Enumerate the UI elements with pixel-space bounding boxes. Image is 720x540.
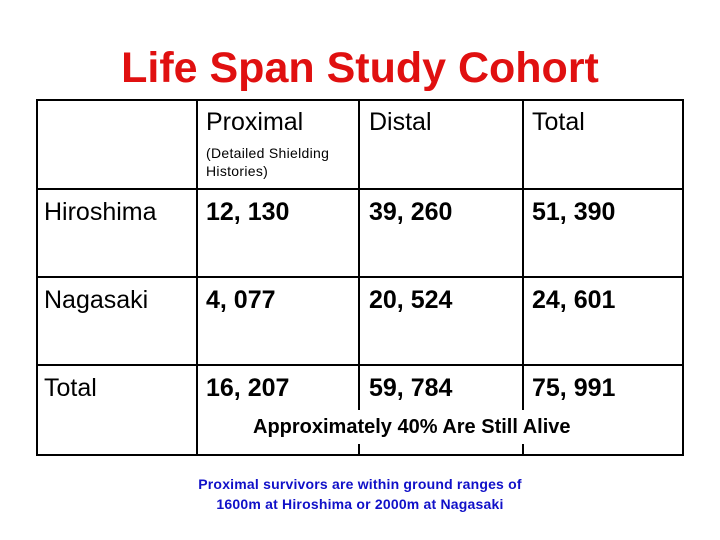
table-divider [38, 364, 682, 366]
slide-title: Life Span Study Cohort [121, 44, 599, 92]
proximal-note-line1: (Detailed Shielding [206, 145, 330, 161]
total-total: 75, 991 [532, 374, 616, 402]
footnote-line1: Proximal survivors are within ground ran… [198, 476, 522, 492]
footnote: Proximal survivors are within ground ran… [0, 474, 720, 514]
header-distal: Distal [369, 108, 432, 136]
proximal-note-line2: Histories) [206, 163, 269, 179]
row-label-total: Total [44, 374, 97, 402]
nagasaki-total: 24, 601 [532, 286, 616, 314]
table-divider [38, 188, 682, 190]
hiroshima-total: 51, 390 [532, 198, 616, 226]
nagasaki-proximal: 4, 077 [206, 286, 276, 314]
row-label-nagasaki: Nagasaki [44, 286, 149, 314]
hiroshima-distal: 39, 260 [369, 198, 453, 226]
total-proximal: 16, 207 [206, 374, 290, 402]
header-total: Total [532, 108, 585, 136]
footnote-line2: 1600m at Hiroshima or 2000m at Nagasaki [216, 496, 504, 512]
nagasaki-distal: 20, 524 [369, 286, 453, 314]
table-divider [38, 276, 682, 278]
row-label-hiroshima: Hiroshima [44, 198, 157, 226]
total-distal: 59, 784 [369, 374, 453, 402]
hiroshima-proximal: 12, 130 [206, 198, 290, 226]
cohort-table: Proximal Distal Total (Detailed Shieldin… [36, 99, 684, 456]
alive-note: Approximately 40% Are Still Alive [245, 410, 645, 444]
header-proximal: Proximal [206, 108, 304, 136]
